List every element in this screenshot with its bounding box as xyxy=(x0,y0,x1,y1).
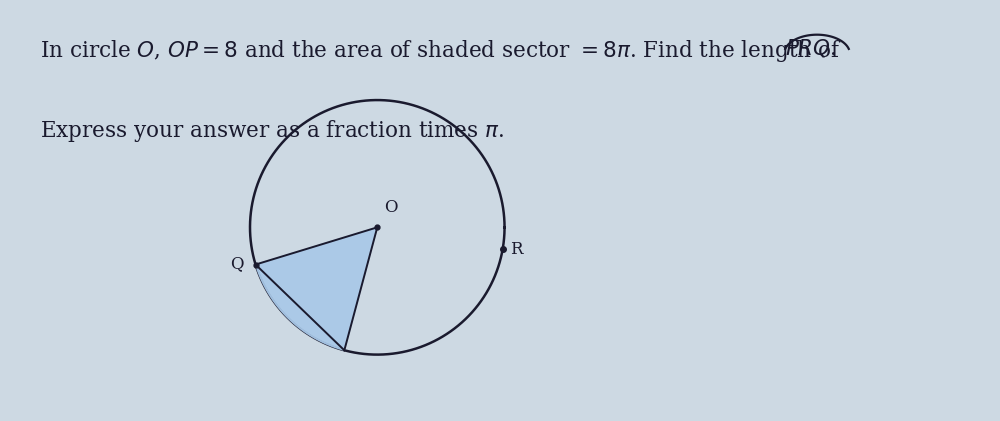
Polygon shape xyxy=(256,227,377,350)
Text: In circle $O$, $OP = 8$ and the area of shaded sector $= 8\pi$. Find the length : In circle $O$, $OP = 8$ and the area of … xyxy=(40,38,842,64)
Text: O: O xyxy=(384,199,397,216)
Text: $PRQ$.: $PRQ$. xyxy=(785,38,837,60)
Text: Express your answer as a fraction times $\pi$.: Express your answer as a fraction times … xyxy=(40,118,504,144)
Text: Q: Q xyxy=(231,255,244,272)
Text: R: R xyxy=(510,241,523,258)
